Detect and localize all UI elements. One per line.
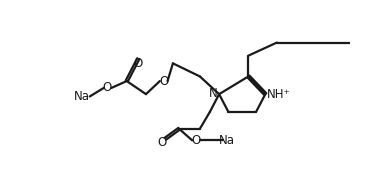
Text: O: O (191, 134, 200, 147)
Text: Na: Na (74, 90, 90, 103)
Text: O: O (134, 57, 143, 70)
Text: O: O (103, 82, 112, 95)
Text: NH⁺: NH⁺ (268, 88, 291, 101)
Text: N: N (209, 87, 217, 100)
Text: Na: Na (219, 134, 235, 147)
Text: O: O (158, 136, 167, 149)
Text: O: O (159, 75, 168, 88)
